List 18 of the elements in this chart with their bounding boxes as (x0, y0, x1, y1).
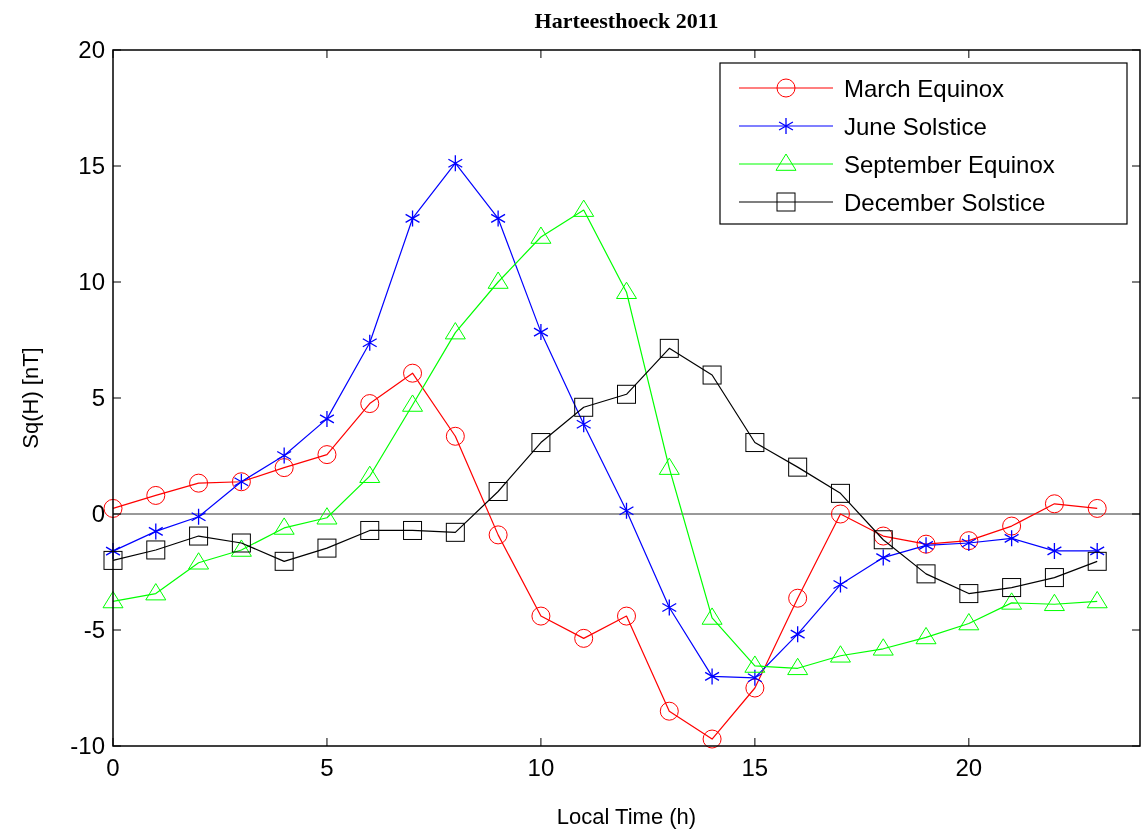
legend-label: December Solstice (844, 189, 1046, 216)
y-tick-label: 20 (78, 36, 105, 63)
chart-title: Harteesthoeck 2011 (534, 8, 719, 33)
y-tick-label: 5 (91, 384, 105, 411)
legend-label: March Equinox (844, 75, 1005, 102)
x-tick-label: 15 (741, 754, 769, 781)
y-tick-label: 10 (78, 268, 105, 295)
y-tick-label: 0 (91, 500, 105, 527)
y-tick-label: -10 (70, 732, 105, 759)
x-tick-label: 20 (955, 754, 983, 781)
y-tick-label: -5 (83, 616, 105, 643)
x-tick-label: 5 (320, 754, 334, 781)
x-axis-title: Local Time (h) (556, 804, 697, 829)
y-axis-title: Sq(H) [nT] (18, 347, 43, 449)
x-tick-label: 10 (527, 754, 555, 781)
y-tick-label: 15 (78, 152, 105, 179)
legend-label: June Solstice (844, 113, 987, 140)
legend-label: September Equinox (844, 151, 1055, 178)
